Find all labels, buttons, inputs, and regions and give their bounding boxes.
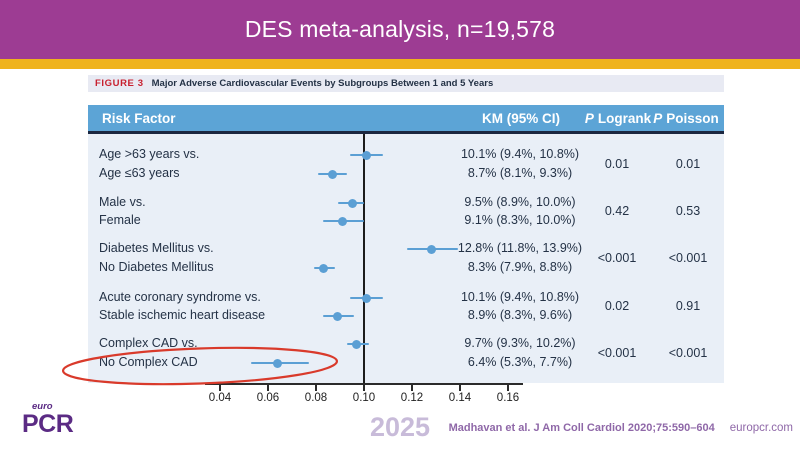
- axis-tick-label: 0.14: [448, 392, 472, 404]
- km-value: 9.5% (8.9%, 10.0%): [464, 195, 576, 209]
- axis-tick: [363, 384, 365, 391]
- x-axis-line: [205, 382, 523, 385]
- p-logrank-value: 0.01: [604, 156, 630, 171]
- row-label: Age >63 years vs.: [99, 147, 200, 161]
- axis-tick-label: 0.12: [400, 392, 424, 404]
- column-risk-factor: Risk Factor: [102, 110, 176, 126]
- axis-tick: [267, 384, 269, 391]
- axis-tick-label: 0.06: [256, 392, 280, 404]
- row-label: Diabetes Mellitus vs.: [99, 241, 214, 255]
- axis-tick-label: 0.04: [208, 392, 232, 404]
- column-p-logrank: P Logrank: [584, 110, 652, 126]
- row-label: Male vs.: [99, 195, 146, 209]
- p-italic: P: [653, 110, 663, 126]
- p-logrank-value: <0.001: [597, 345, 637, 360]
- p-italic: P: [584, 110, 594, 126]
- plot-background: [88, 133, 724, 383]
- point-estimate-dot: [361, 293, 371, 303]
- row-label: Stable ischemic heart disease: [99, 308, 266, 322]
- title-banner: DES meta-analysis, n=19,578: [0, 0, 800, 59]
- p-logrank-value: 0.02: [604, 299, 630, 313]
- km-value: 8.9% (8.3%, 9.6%): [467, 308, 573, 322]
- header-separator: [88, 131, 724, 134]
- row-label: Complex CAD vs.: [99, 336, 198, 350]
- figure-caption-text: Major Adverse Cardiovascular Events by S…: [151, 78, 494, 89]
- footer-citation-row: Madhavan et al. J Am Coll Cardiol 2020;7…: [449, 422, 793, 434]
- point-estimate-dot: [352, 339, 362, 349]
- point-estimate-dot: [347, 198, 357, 208]
- km-value: 8.7% (8.1%, 9.3%): [467, 166, 573, 180]
- axis-tick-label: 0.08: [304, 392, 328, 404]
- p-poisson-value: <0.001: [668, 345, 708, 360]
- point-estimate-dot: [426, 244, 436, 254]
- row-label: No Diabetes Mellitus: [99, 260, 214, 274]
- figure-number-label: FIGURE 3: [95, 78, 144, 89]
- point-estimate-dot: [361, 150, 371, 160]
- europcr-logo: euro PCR: [22, 401, 74, 438]
- p-poisson-value: 0.53: [675, 204, 701, 218]
- axis-tick: [459, 384, 461, 391]
- column-p-poisson: P Poisson: [653, 110, 719, 126]
- p-logrank-value: <0.001: [597, 250, 637, 265]
- row-label: Female: [99, 213, 141, 227]
- gold-divider: [0, 59, 800, 69]
- p-logrank-value: 0.42: [604, 204, 630, 218]
- reference-line: [363, 133, 365, 383]
- row-label: No Complex CAD: [99, 355, 198, 369]
- point-estimate-dot: [273, 358, 283, 368]
- p-poisson-value: 0.91: [675, 299, 701, 313]
- point-estimate-dot: [337, 216, 347, 226]
- km-value: 9.7% (9.3%, 10.2%): [464, 336, 576, 350]
- europcr-site-link[interactable]: europcr.com: [729, 422, 793, 434]
- km-value: 10.1% (9.4%, 10.8%): [460, 290, 580, 304]
- km-value: 9.1% (8.3%, 10.0%): [464, 213, 576, 227]
- point-estimate-dot: [318, 263, 328, 273]
- row-label: Age ≤63 years: [99, 166, 180, 180]
- slide-title: DES meta-analysis, n=19,578: [244, 16, 556, 42]
- table-header: Risk Factor KM (95% CI) P Logrank P Poisso…: [88, 105, 724, 131]
- axis-tick-label: 0.16: [496, 392, 520, 404]
- row-label: Acute coronary syndrome vs.: [99, 290, 261, 304]
- point-estimate-dot: [333, 311, 343, 321]
- logo-pcr-text: PCR: [22, 409, 74, 438]
- km-value: 10.1% (9.4%, 10.8%): [460, 147, 580, 161]
- axis-tick: [315, 384, 317, 391]
- citation-text: Madhavan et al. J Am Coll Cardiol 2020;7…: [448, 422, 715, 434]
- year-watermark: 2025: [369, 412, 431, 442]
- column-km-ci: KM (95% CI): [481, 110, 561, 126]
- point-estimate-dot: [328, 169, 338, 179]
- p-poisson-value: <0.001: [668, 250, 708, 265]
- logo-euro-text: euro: [32, 401, 53, 412]
- axis-tick: [507, 384, 509, 391]
- p-poisson-value: 0.01: [675, 156, 701, 171]
- km-value: 8.3% (7.9%, 8.8%): [467, 260, 573, 274]
- km-value: 12.8% (11.8%, 13.9%): [457, 241, 583, 255]
- axis-tick: [411, 384, 413, 391]
- axis-tick-label: 0.10: [352, 392, 376, 404]
- axis-tick: [219, 384, 221, 391]
- km-value: 6.4% (5.3%, 7.7%): [467, 355, 573, 369]
- figure-caption-strip: FIGURE 3 Major Adverse Cardiovascular Ev…: [88, 75, 724, 92]
